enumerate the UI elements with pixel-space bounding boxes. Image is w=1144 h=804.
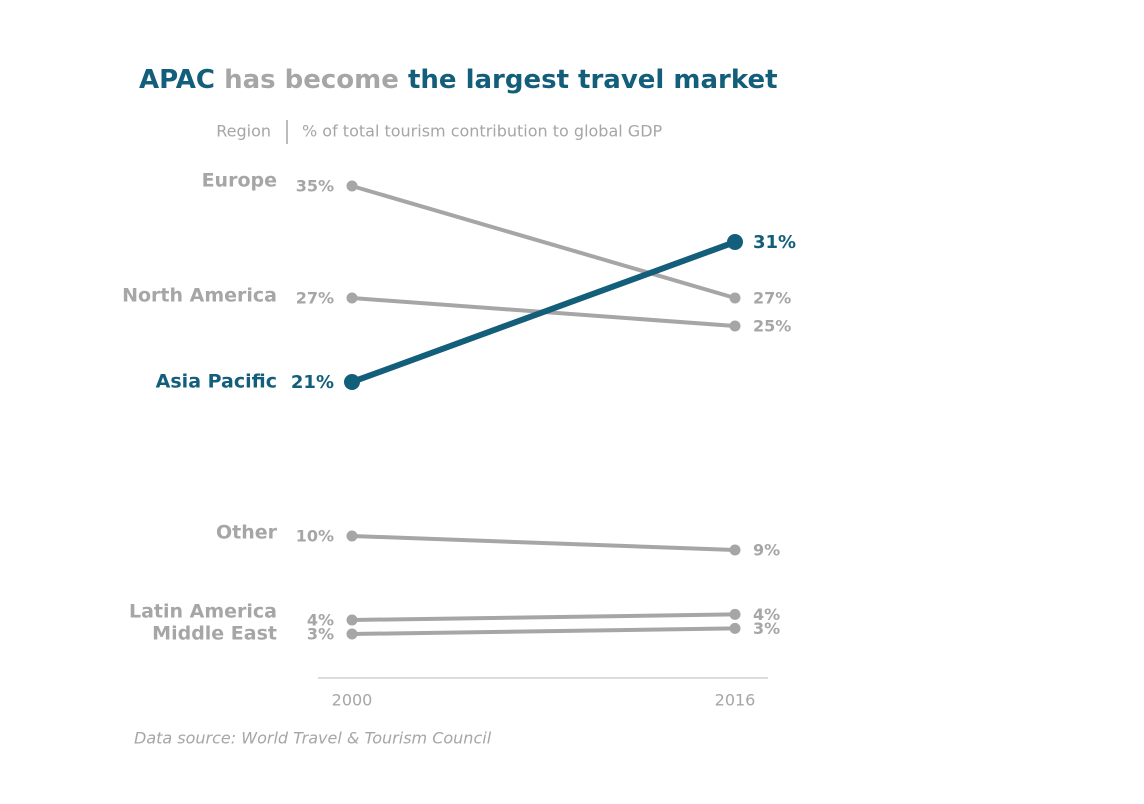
- slope-line: [351, 184, 736, 300]
- series-name: Asia Pacific: [156, 371, 277, 393]
- title-part: APAC: [139, 65, 215, 95]
- point: [729, 292, 741, 304]
- point: [729, 320, 741, 332]
- x-tick-label: 2000: [332, 691, 373, 710]
- series-name: Latin America: [129, 601, 277, 623]
- series-name: North America: [122, 285, 277, 307]
- slope-line: [350, 239, 737, 385]
- series-name: Other: [216, 522, 278, 544]
- value-label: 4%: [753, 605, 780, 624]
- row-header: Region: [216, 122, 271, 141]
- value-label: 25%: [753, 317, 791, 336]
- source: Data source: World Travel & Tourism Coun…: [134, 729, 492, 748]
- value-label: 21%: [291, 372, 334, 393]
- value-label: 9%: [753, 541, 780, 560]
- point: [346, 614, 358, 626]
- slope-line: [351, 626, 736, 636]
- point: [346, 180, 358, 192]
- value-label: 3%: [307, 625, 334, 644]
- series-name: Middle East: [152, 623, 277, 645]
- point: [729, 544, 741, 556]
- point: [729, 622, 741, 634]
- slope-line: [351, 612, 736, 622]
- x-tick-label: 2016: [715, 691, 756, 710]
- point: [727, 234, 743, 250]
- value-label: 31%: [753, 232, 796, 253]
- series-name: Europe: [202, 170, 277, 192]
- value-label: 4%: [307, 611, 334, 630]
- value-header: % of total tourism contribution to globa…: [302, 122, 663, 141]
- point: [346, 530, 358, 542]
- point: [346, 628, 358, 640]
- point: [346, 292, 358, 304]
- slope-line: [351, 534, 736, 552]
- value-label: 10%: [296, 527, 334, 546]
- point: [344, 374, 360, 390]
- title-part: the largest travel market: [408, 65, 778, 95]
- point: [729, 608, 741, 620]
- value-label: 3%: [753, 619, 780, 638]
- chart-title: APAC has become the largest travel marke…: [139, 65, 778, 95]
- value-label: 27%: [753, 289, 791, 308]
- title-part: has become: [224, 65, 399, 95]
- value-label: 35%: [296, 177, 334, 196]
- value-label: 27%: [296, 289, 334, 308]
